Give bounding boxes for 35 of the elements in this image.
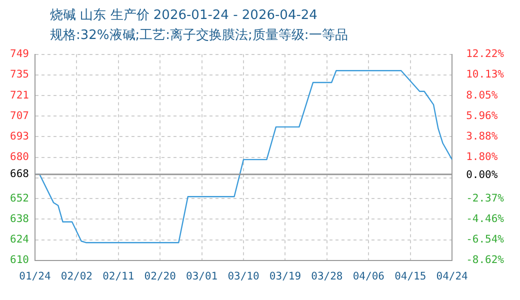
y-tick-label: 735: [10, 68, 29, 81]
y-tick-label: 610: [10, 254, 29, 266]
chart-subtitle: 规格:32%液碱;工艺:离子交换膜法;质量等级:一等品: [50, 27, 348, 44]
x-tick-label: 03/10: [228, 270, 260, 282]
y-tick-label: 707: [10, 110, 29, 122]
y-tick-label: 668: [10, 168, 29, 180]
x-tick-label: 01/24: [19, 270, 51, 282]
y-tick-label: 638: [10, 212, 29, 225]
x-tick-label: 04/15: [394, 270, 426, 282]
y2-tick-label: 5.96%: [466, 110, 498, 122]
x-tick-label: 02/02: [60, 270, 92, 282]
x-tick-label: 03/01: [186, 270, 218, 282]
y2-tick-label: -4.46%: [466, 212, 505, 225]
y2-tick-label: -6.54%: [466, 234, 505, 246]
y-tick-label: 749: [10, 48, 29, 60]
y2-tick-label: 10.13%: [466, 68, 505, 81]
y2-tick-label: 8.05%: [466, 89, 498, 102]
x-tick-label: 03/19: [269, 270, 302, 282]
y2-tick-label: 3.88%: [466, 130, 498, 143]
y2-tick-label: 0.00%: [466, 168, 498, 181]
y-tick-label: 693: [10, 130, 29, 142]
y-tick-label: 721: [10, 89, 29, 102]
x-tick-label: 04/24: [436, 270, 468, 282]
x-tick-label: 04/06: [352, 270, 384, 282]
y2-tick-label: 12.22%: [466, 48, 505, 60]
y-tick-label: 680: [10, 151, 29, 164]
chart-title: 烧碱 山东 生产价 2026-01-24 - 2026-04-24: [50, 7, 318, 24]
x-tick-label: 02/20: [144, 270, 176, 282]
y2-tick-label: -8.62%: [466, 254, 505, 266]
y2-tick-label: 1.80%: [466, 151, 498, 164]
y-tick-label: 652: [10, 192, 29, 204]
y-tick-label: 624: [10, 234, 29, 246]
y2-tick-label: -2.37%: [466, 192, 505, 204]
x-tick-label: 02/11: [102, 270, 134, 282]
x-tick-label: 03/28: [311, 270, 343, 282]
